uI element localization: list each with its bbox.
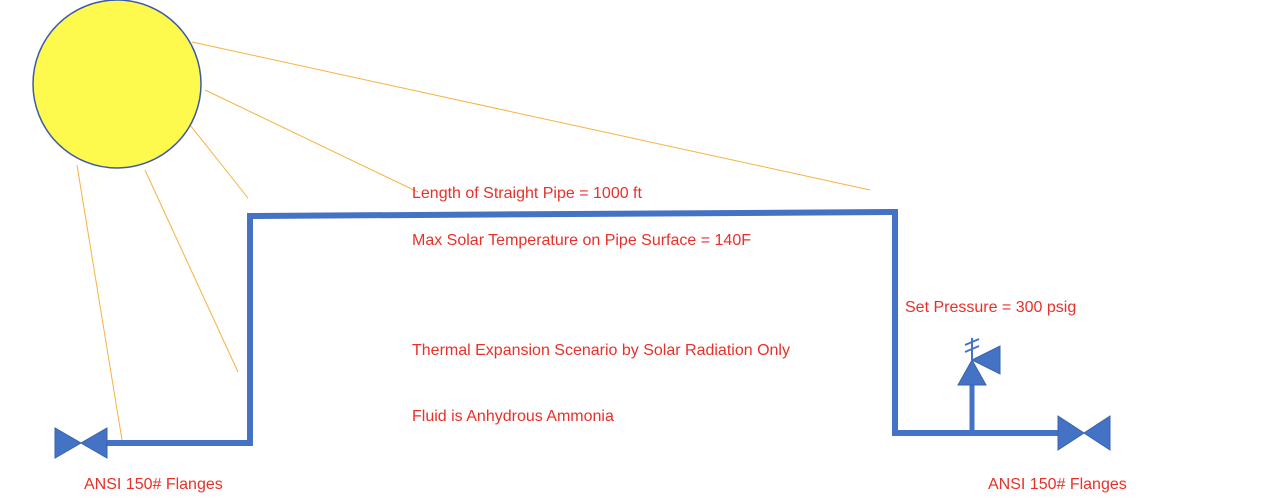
pipe-length: Length of Straight Pipe = 1000 ft [412,185,643,202]
valves [54,345,1111,459]
right-flange: ANSI 150# Flanges [988,476,1127,493]
left-flange: ANSI 150# Flanges [84,476,223,493]
spring [964,338,980,360]
pipe [105,208,1062,446]
fluid: Fluid is Anhydrous Ammonia [412,408,614,425]
max-temp: Max Solar Temperature on Pipe Surface = … [412,232,751,249]
sun-rays [76,41,871,441]
set-pressure: Set Pressure = 300 psig [905,299,1076,316]
sun [32,0,202,169]
scenario: Thermal Expansion Scenario by Solar Radi… [412,342,790,359]
